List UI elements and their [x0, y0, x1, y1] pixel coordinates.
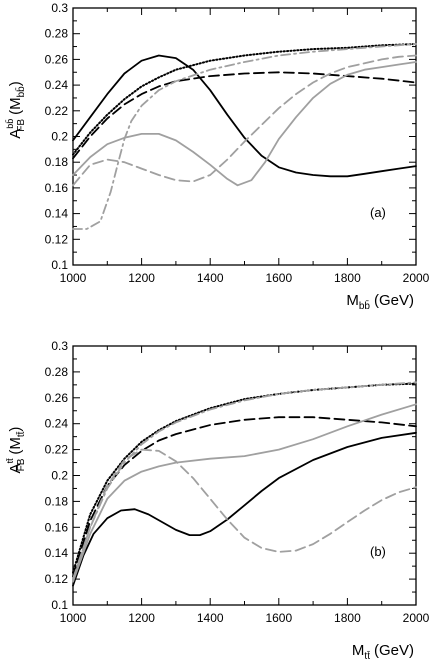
y-axis-label-arg-close: )	[7, 81, 24, 86]
y-axis-label: Abb̄FB(Mbb̄)	[5, 81, 27, 138]
y-axis-label-arg-close: )	[7, 427, 24, 432]
y-tick-label: 0.22	[45, 104, 69, 118]
y-tick-label: 0.24	[45, 417, 69, 431]
x-tick-label: 1800	[334, 271, 361, 285]
panel-label: (a)	[370, 205, 386, 220]
y-tick-label: 0.1	[51, 258, 68, 272]
x-tick-label: 2000	[403, 271, 430, 285]
x-tick-label: 1400	[197, 271, 224, 285]
y-tick-label: 0.12	[45, 572, 69, 586]
y-tick-label: 0.14	[45, 546, 69, 560]
y-tick-label: 0.16	[45, 520, 69, 534]
y-tick-label: 0.26	[45, 52, 69, 66]
y-tick-label: 0.3	[51, 339, 68, 353]
series-line-dotted-black	[72, 382, 417, 574]
x-tick-label: 1800	[334, 611, 361, 625]
y-tick-label: 0.28	[45, 365, 69, 379]
y-tick-label: 0.16	[45, 181, 69, 195]
series-line-dashed-black	[72, 71, 417, 160]
y-axis-label-arg-sub: bb̄	[14, 86, 27, 98]
x-axis-label: Mbb̄ (GeV)	[346, 292, 414, 312]
y-tick-label: 0.26	[45, 391, 69, 405]
x-tick-label: 1600	[265, 271, 292, 285]
x-tick-label: 1000	[60, 271, 87, 285]
x-axis-label-main: M	[346, 292, 359, 309]
series-line-solid-gray	[72, 61, 417, 187]
y-axis-label-sub: FB	[16, 458, 27, 471]
y-tick-label: 0.12	[45, 232, 69, 246]
y-tick-label: 0.1	[51, 598, 68, 612]
y-axis-label-arg: (M	[7, 437, 24, 455]
x-tick-label: 1400	[197, 611, 224, 625]
x-axis-label-unit: (GeV)	[374, 292, 414, 309]
x-axis-label-unit: (GeV)	[374, 642, 414, 659]
y-tick-label: 0.18	[45, 155, 69, 169]
y-tick-label: 0.28	[45, 27, 69, 41]
series-line-solid-black	[72, 54, 417, 178]
series-line-solid-black	[72, 431, 417, 587]
chart-panel-b: 1000 1200 1400 1600 1800 2000 0.1 0.12 0.14 0.16 0…	[5, 339, 430, 662]
y-axis-label-sup: tt̄	[5, 458, 15, 464]
y-tick-label: 0.14	[45, 207, 69, 221]
series-line-dotted-black	[72, 43, 417, 156]
y-axis-label-sub: FB	[16, 119, 27, 132]
x-tick-label: 1200	[128, 271, 155, 285]
x-tick-label: 1600	[265, 611, 292, 625]
y-tick-label: 0.22	[45, 443, 69, 457]
x-tick-label: 1000	[60, 611, 87, 625]
y-axis-label-main: A	[7, 463, 24, 473]
y-tick-label: 0.2	[51, 469, 68, 483]
series-line-dashed-gray	[72, 54, 417, 187]
y-tick-label: 0.2	[51, 130, 68, 144]
y-axis-label-arg-sub: tt̄	[15, 431, 27, 437]
chart-panel-a: 1000 1200 1400 1600 1800 2000 0.1 0.12 0.14 0.16 0…	[5, 1, 430, 312]
y-axis-label: Att̄FB(Mtt̄)	[5, 427, 27, 474]
y-axis-label-arg: (M	[7, 97, 24, 115]
y-tick-label: 0.18	[45, 494, 69, 508]
y-tick-label: 0.24	[45, 78, 69, 92]
series-line-dashed-black	[72, 416, 417, 578]
x-axis-label-sub: tt̄	[364, 650, 370, 662]
series-line-solid-gray	[72, 403, 417, 583]
plot-frame	[72, 345, 417, 606]
x-axis-label-main: M	[352, 642, 365, 659]
series-line-dashed-gray	[72, 448, 417, 580]
x-tick-label: 1200	[128, 611, 155, 625]
series-line-dashdot-gray	[72, 43, 417, 230]
panel-label: (b)	[370, 544, 386, 559]
x-axis-label: Mtt̄ (GeV)	[352, 642, 414, 662]
y-tick-label: 0.3	[51, 1, 68, 15]
series-line-dashdot-gray	[72, 381, 417, 580]
y-axis-label-main: A	[7, 129, 24, 139]
x-tick-label: 2000	[403, 611, 430, 625]
y-axis-label-sup: bb̄	[5, 119, 15, 129]
x-axis-label-sub: bb̄	[359, 299, 371, 312]
